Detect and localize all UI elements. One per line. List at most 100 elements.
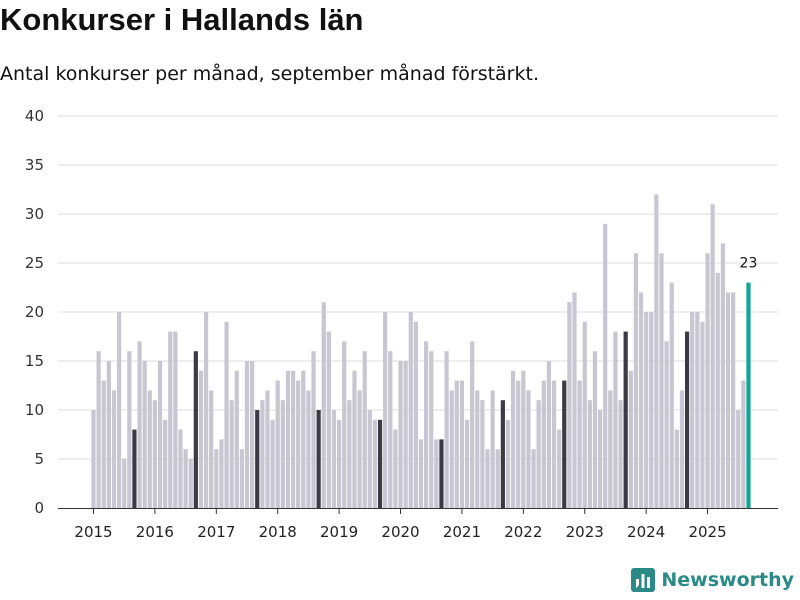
bar-2015-11	[142, 361, 147, 508]
bar-2015-07	[122, 459, 127, 508]
bar-2024-10	[690, 312, 695, 508]
bar-2021-12	[516, 380, 521, 508]
x-tick-label: 2019	[320, 523, 358, 541]
x-tick-label: 2023	[566, 523, 604, 541]
x-axis	[58, 508, 778, 514]
bar-2023-01	[582, 321, 587, 508]
bar-2016-03	[163, 419, 168, 508]
bar-2025-08	[741, 380, 746, 508]
bar-2020-08	[434, 439, 439, 508]
bar-2022-12	[577, 380, 582, 508]
bar-2018-01	[275, 380, 280, 508]
y-tick-label: 20	[25, 303, 44, 321]
bar-2024-12	[700, 321, 705, 508]
bar-2021-01	[459, 380, 465, 508]
bar-2021-05	[480, 400, 485, 508]
bar-2023-09	[623, 331, 628, 508]
bar-2019-11	[388, 351, 393, 508]
bar-2024-07	[674, 429, 679, 508]
bar-2023-08	[618, 400, 623, 508]
bar-2021-08	[495, 449, 500, 508]
bar-2025-02	[710, 204, 715, 508]
bar-2015-04	[106, 361, 111, 508]
bar-2016-02	[157, 361, 163, 508]
bar-2016-08	[188, 459, 193, 508]
bar-2023-05	[603, 223, 608, 509]
bar-2025-09	[746, 282, 751, 508]
bar-2020-09	[439, 439, 444, 508]
bar-2024-04	[659, 253, 664, 508]
bar-2017-02	[219, 439, 224, 508]
data-labels: 23	[740, 256, 758, 272]
bar-2024-03	[654, 194, 659, 508]
bar-2019-12	[393, 429, 398, 508]
brand-logo[interactable]: Newsworthy	[631, 568, 794, 592]
bar-2023-03	[592, 351, 598, 508]
x-tick-label: 2015	[74, 523, 112, 541]
bar-2019-04	[352, 370, 357, 508]
bar-2021-03	[470, 341, 475, 508]
bar-2016-01	[152, 400, 158, 508]
bar-2015-08	[127, 351, 132, 508]
bar-2015-10	[137, 341, 142, 508]
bar-2017-08	[250, 361, 255, 508]
bar-2017-03	[224, 321, 229, 508]
bar-2018-08	[311, 351, 316, 508]
bar-2018-04	[290, 370, 296, 508]
bar-2019-10	[383, 312, 388, 508]
bar-2018-11	[326, 331, 331, 508]
bar-2020-05	[418, 439, 424, 508]
bar-2021-10	[505, 419, 511, 508]
y-tick-label: 25	[25, 254, 44, 272]
bar-2018-02	[280, 400, 285, 508]
bar-2019-02	[342, 341, 347, 508]
bar-2020-11	[449, 390, 454, 508]
bar-2020-12	[454, 380, 459, 508]
bar-2017-10	[260, 400, 265, 508]
y-tick-label: 5	[34, 450, 44, 468]
bar-2018-03	[285, 370, 291, 508]
bar-2024-09	[684, 331, 690, 508]
bar-2018-06	[301, 370, 306, 508]
bar-2020-06	[424, 341, 429, 508]
bar-2016-12	[209, 390, 214, 508]
bar-2021-04	[475, 390, 480, 508]
bar-2023-06	[608, 390, 613, 508]
bar-2023-02	[587, 400, 592, 508]
bar-2015-12	[147, 390, 152, 508]
newsworthy-logo-icon	[631, 568, 656, 592]
bar-2022-11	[572, 292, 577, 508]
bar-2020-02	[403, 361, 408, 508]
bar-2017-01	[214, 449, 219, 508]
bar-2017-06	[239, 449, 244, 508]
bar-2018-10	[321, 302, 326, 508]
chart-title: Konkurser i Hallands län	[0, 2, 364, 37]
bar-2020-07	[429, 351, 434, 508]
x-tick-label: 2020	[381, 523, 419, 541]
bar-2017-04	[229, 400, 234, 508]
bar-2025-05	[725, 292, 731, 508]
bar-2020-10	[444, 351, 449, 508]
y-axis-tick-labels: 0 5 10 15 20 25 30 35 40	[25, 107, 44, 517]
bar-2018-07	[306, 390, 311, 508]
bar-2016-07	[183, 449, 188, 508]
x-tick-label: 2025	[688, 523, 726, 541]
x-tick-label: 2017	[197, 523, 235, 541]
x-tick-label: 2021	[443, 523, 481, 541]
brand-name: Newsworthy	[661, 569, 794, 591]
bar-2020-03	[408, 312, 413, 508]
bar-2022-05	[541, 380, 546, 508]
bar-2018-12	[331, 410, 337, 508]
bar-2025-03	[715, 272, 720, 508]
bar-2019-09	[377, 419, 383, 508]
bar-2025-04	[720, 243, 725, 508]
bar-2017-11	[265, 390, 270, 508]
bar-2024-02	[649, 312, 654, 508]
data-label: 23	[740, 256, 758, 272]
bar-2024-01	[644, 312, 649, 508]
y-tick-label: 40	[25, 107, 44, 125]
bar-2018-09	[316, 410, 321, 508]
bar-2022-07	[551, 380, 557, 508]
bar-2023-07	[613, 331, 618, 508]
bar-2023-04	[597, 410, 603, 508]
